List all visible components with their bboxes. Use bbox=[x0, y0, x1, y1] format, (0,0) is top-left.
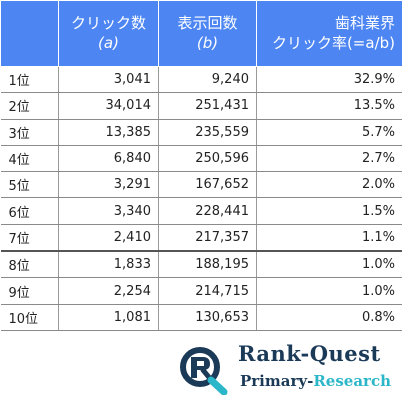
header-clicks: クリック数 (a) bbox=[58, 0, 159, 67]
rank-cell: 9位 bbox=[0, 277, 59, 305]
clicks-cell: 1,081 bbox=[58, 304, 159, 331]
ctr-cell: 0.8% bbox=[256, 304, 402, 331]
table-row: 6位 3,340 228,441 1.5% bbox=[0, 197, 402, 225]
ctr-cell: 2.0% bbox=[256, 171, 402, 199]
impressions-cell: 188,195 bbox=[158, 250, 257, 279]
clicks-cell: 34,014 bbox=[58, 92, 159, 120]
rank-cell: 8位 bbox=[0, 250, 59, 279]
magnifier-logo-icon bbox=[180, 347, 228, 395]
impressions-cell: 235,559 bbox=[158, 119, 257, 146]
table-row: 1位 3,041 9,240 32.9% bbox=[0, 65, 402, 94]
clicks-cell: 2,254 bbox=[58, 277, 159, 305]
rank-cell: 2位 bbox=[0, 92, 59, 120]
clicks-cell: 1,833 bbox=[58, 250, 159, 279]
table-row: 9位 2,254 214,715 1.0% bbox=[0, 277, 402, 305]
rank-cell: 7位 bbox=[0, 224, 59, 252]
table-row: 4位 6,840 250,596 2.7% bbox=[0, 145, 402, 173]
impressions-cell: 214,715 bbox=[158, 277, 257, 305]
table-header: クリック数 (a) 表示回数 (b) 歯科業界 クリック率(=a/b) bbox=[0, 0, 402, 67]
table-row: 3位 13,385 235,559 5.7% bbox=[0, 119, 402, 146]
impressions-cell: 217,357 bbox=[158, 224, 257, 252]
rank-cell: 3位 bbox=[0, 119, 59, 146]
table-body: 1位 3,041 9,240 32.9% 2位 34,014 251,431 13.5% 3位 1… bbox=[0, 65, 402, 331]
clicks-cell: 3,291 bbox=[58, 171, 159, 199]
ctr-cell: 1.0% bbox=[256, 277, 402, 305]
ctr-cell: 2.7% bbox=[256, 145, 402, 173]
table-row: 7位 2,410 217,357 1.1% bbox=[0, 224, 402, 252]
table-row: 2位 34,014 251,431 13.5% bbox=[0, 92, 402, 120]
table-row: 5位 3,291 167,652 2.0% bbox=[0, 171, 402, 199]
rank-cell: 5位 bbox=[0, 171, 59, 199]
header-ctr: 歯科業界 クリック率(=a/b) bbox=[256, 0, 402, 67]
clicks-cell: 6,840 bbox=[58, 145, 159, 173]
impressions-cell: 228,441 bbox=[158, 197, 257, 225]
rank-cell: 6位 bbox=[0, 197, 59, 225]
logo-subtitle: Primary-Research bbox=[240, 372, 391, 390]
rank-cell: 1位 bbox=[0, 65, 59, 94]
header-impressions: 表示回数 (b) bbox=[158, 0, 257, 67]
ctr-cell: 32.9% bbox=[256, 65, 402, 94]
rank-quest-logo: Rank-Quest Primary-Research bbox=[176, 337, 396, 397]
table-row: 8位 1,833 188,195 1.0% bbox=[0, 250, 402, 279]
clicks-cell: 3,340 bbox=[58, 197, 159, 225]
ctr-cell: 1.0% bbox=[256, 250, 402, 279]
impressions-cell: 251,431 bbox=[158, 92, 257, 120]
rank-cell: 4位 bbox=[0, 145, 59, 173]
ctr-cell: 5.7% bbox=[256, 119, 402, 146]
ranking-table: クリック数 (a) 表示回数 (b) 歯科業界 クリック率(=a/b) 1位 3,… bbox=[0, 0, 402, 331]
ctr-cell: 13.5% bbox=[256, 92, 402, 120]
impressions-cell: 250,596 bbox=[158, 145, 257, 173]
impressions-cell: 130,653 bbox=[158, 304, 257, 331]
impressions-cell: 9,240 bbox=[158, 65, 257, 94]
impressions-cell: 167,652 bbox=[158, 171, 257, 199]
logo-title: Rank-Quest bbox=[238, 341, 381, 366]
rank-cell: 10位 bbox=[0, 304, 59, 331]
ctr-cell: 1.5% bbox=[256, 197, 402, 225]
clicks-cell: 2,410 bbox=[58, 224, 159, 252]
ctr-cell: 1.1% bbox=[256, 224, 402, 252]
clicks-cell: 3,041 bbox=[58, 65, 159, 94]
clicks-cell: 13,385 bbox=[58, 119, 159, 146]
header-rank bbox=[0, 0, 59, 67]
table-row: 10位 1,081 130,653 0.8% bbox=[0, 304, 402, 331]
